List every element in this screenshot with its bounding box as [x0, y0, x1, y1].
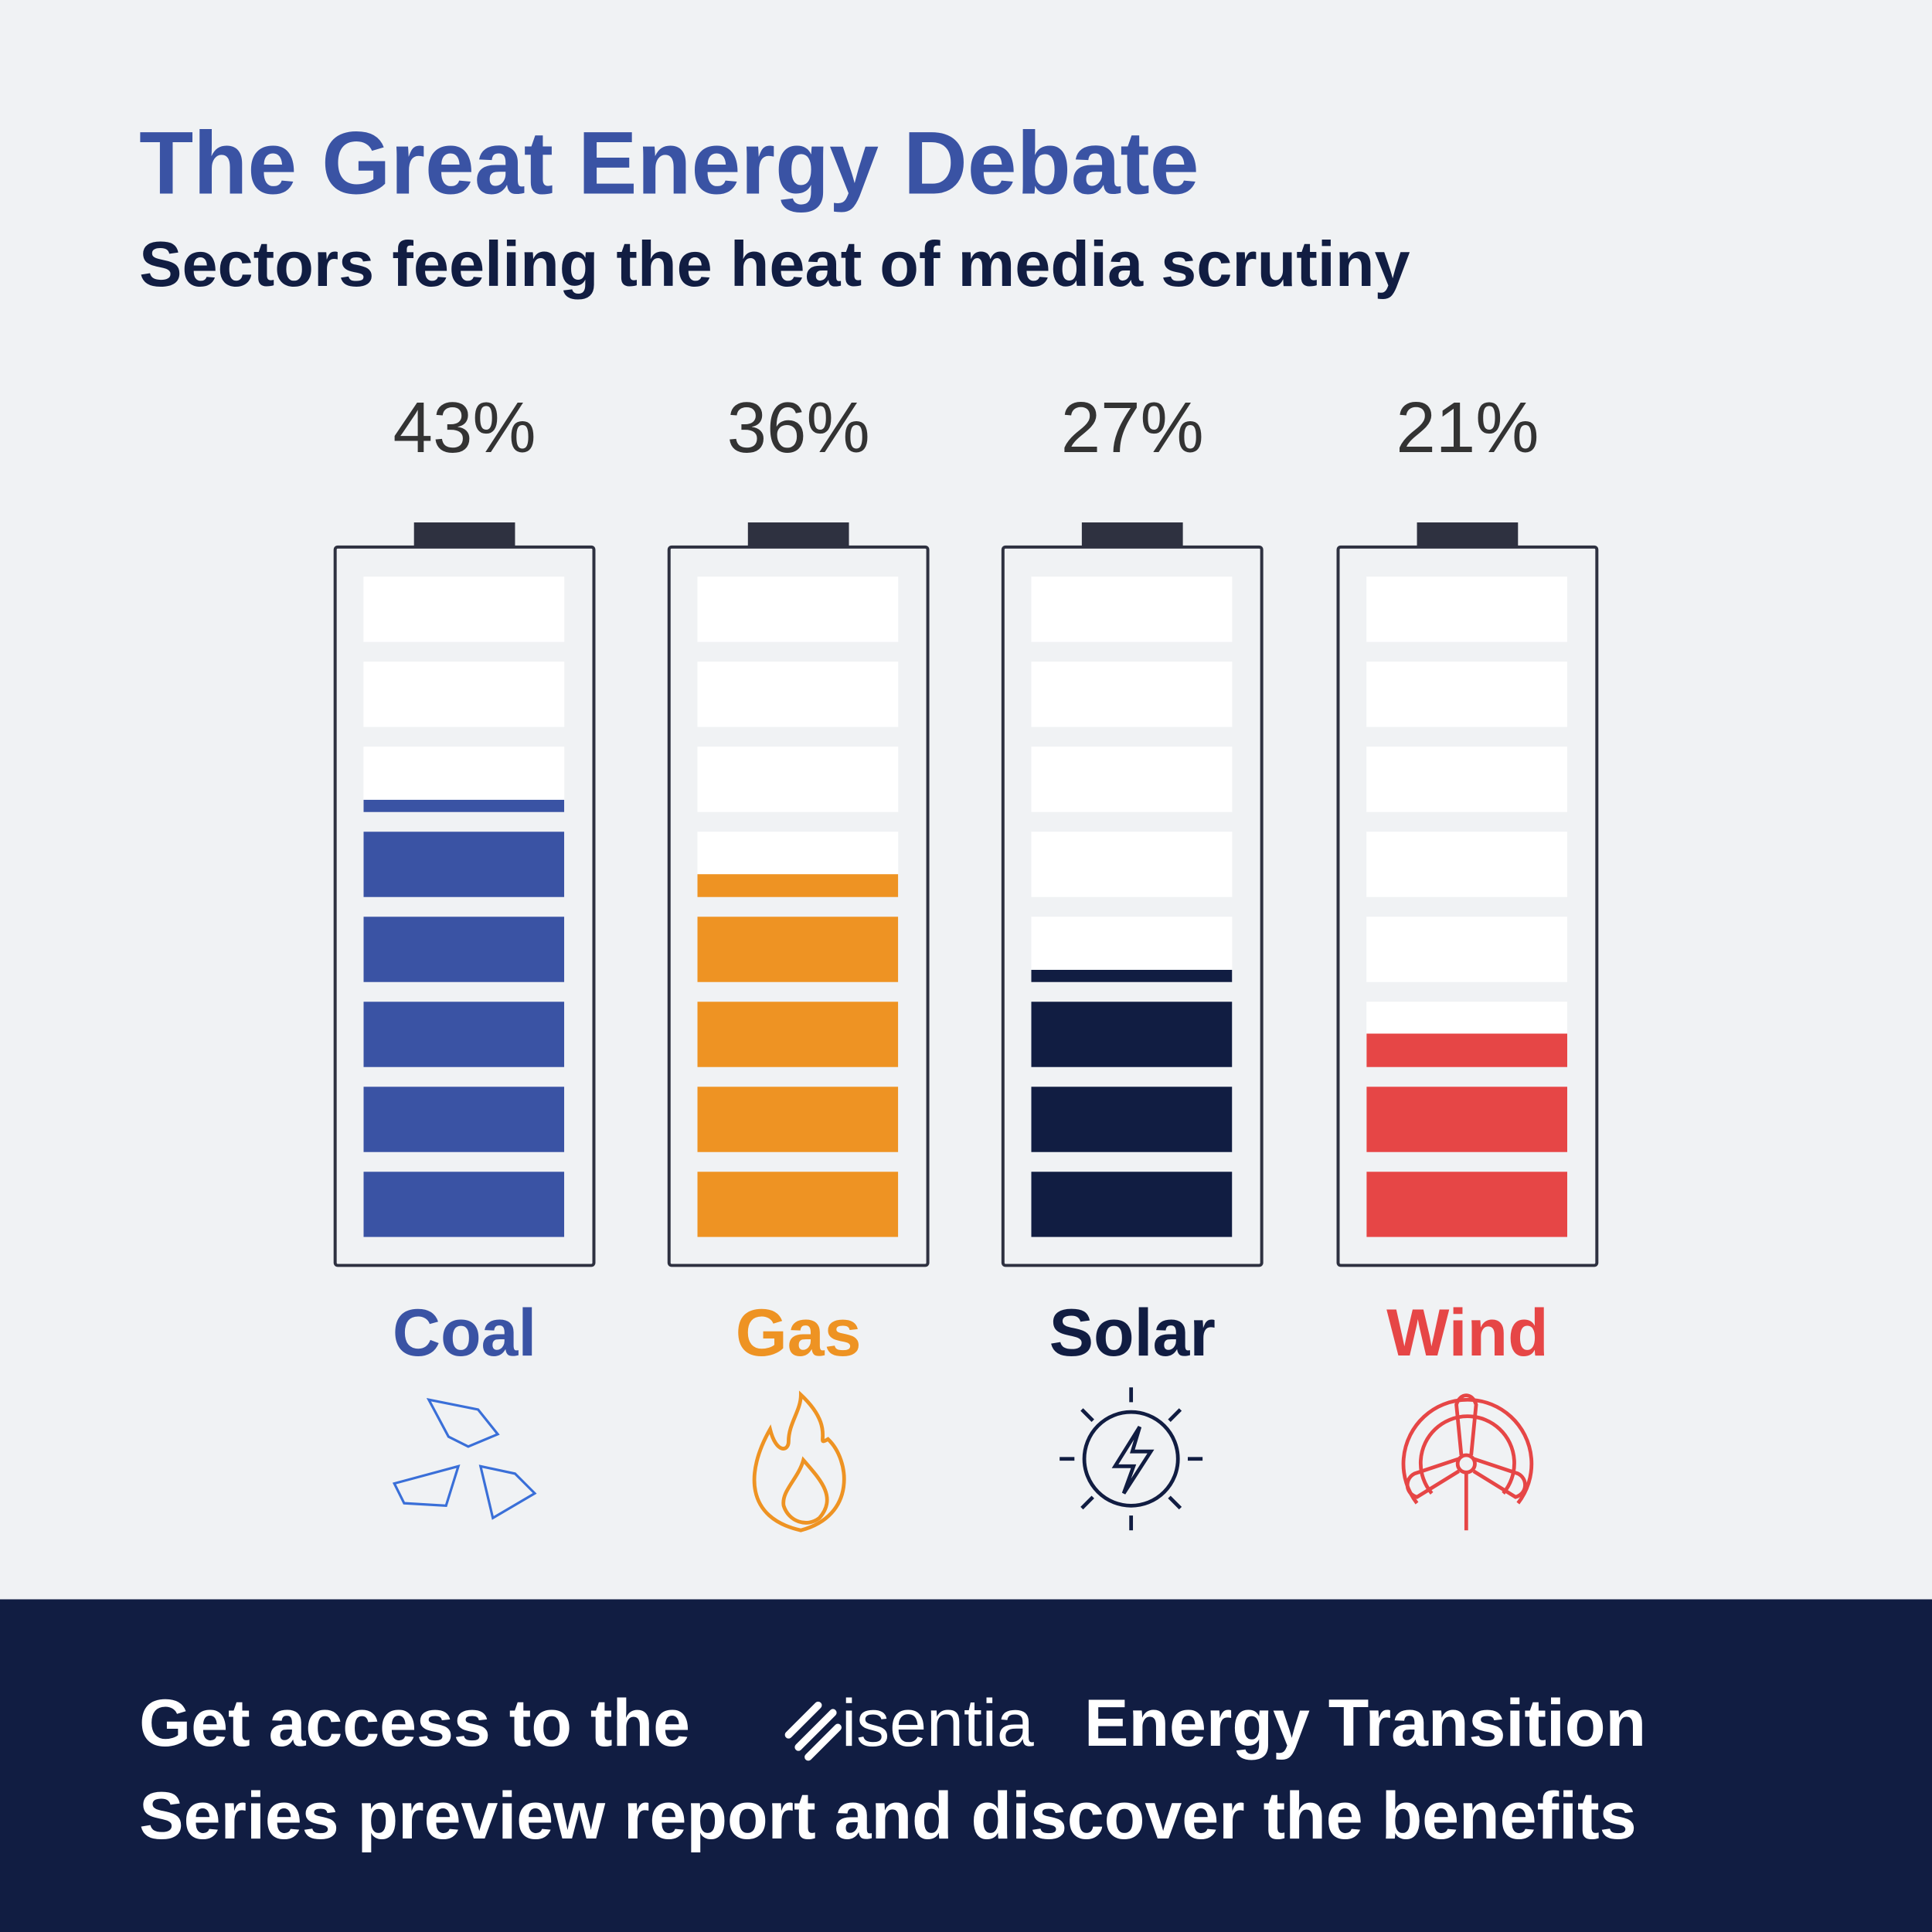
- battery-body: [333, 545, 596, 1267]
- battery-segment: [697, 577, 899, 642]
- battery-cap: [747, 522, 849, 547]
- footer-text: Energy Transition: [1084, 1686, 1646, 1760]
- battery-segment: [363, 662, 565, 727]
- wind-icon: [1401, 1393, 1534, 1531]
- category-label: Gas: [736, 1296, 862, 1370]
- category-label: Solar: [1049, 1296, 1216, 1370]
- bar: [363, 799, 565, 1237]
- value-label: 43%: [393, 387, 536, 468]
- coal-icon: [392, 1397, 537, 1520]
- battery-segment: [1366, 917, 1568, 982]
- logo-text: isentia: [842, 1686, 1034, 1760]
- value-label: 21%: [1396, 387, 1539, 468]
- battery-segment: [1031, 577, 1233, 642]
- solar-icon: [1060, 1387, 1203, 1531]
- chart-title: The Great Energy Debate: [139, 114, 1199, 213]
- battery-segment: [1366, 577, 1568, 642]
- chart-subtitle: Sectors feeling the heat of media scruti…: [139, 228, 1410, 300]
- logo-mark: [784, 1701, 842, 1761]
- category-label: Coal: [393, 1296, 537, 1370]
- battery-body: [1001, 545, 1264, 1267]
- battery-segment: [697, 747, 899, 812]
- bar: [1031, 969, 1233, 1237]
- battery-segment: [697, 662, 899, 727]
- value-label: 36%: [727, 387, 870, 468]
- battery-segment: [1031, 662, 1233, 727]
- battery-segment: [1366, 832, 1568, 897]
- bar: [697, 874, 899, 1237]
- battery-cap: [1081, 522, 1183, 547]
- footer-band: [0, 1599, 1932, 1932]
- category-label: Wind: [1386, 1296, 1549, 1370]
- gas-icon: [752, 1390, 846, 1532]
- battery-segment: [1366, 662, 1568, 727]
- battery-cap: [413, 522, 515, 547]
- battery-segment: [363, 577, 565, 642]
- footer-text: Get access to the: [139, 1686, 690, 1760]
- battery-segment: [1031, 832, 1233, 897]
- battery-body: [667, 545, 930, 1267]
- battery-segment: [1031, 747, 1233, 812]
- footer-text: Series preview report and discover the b…: [139, 1779, 1636, 1853]
- battery-cap: [1417, 522, 1519, 547]
- battery-body: [1336, 545, 1599, 1267]
- battery-segment: [1366, 747, 1568, 812]
- value-label: 27%: [1061, 387, 1204, 468]
